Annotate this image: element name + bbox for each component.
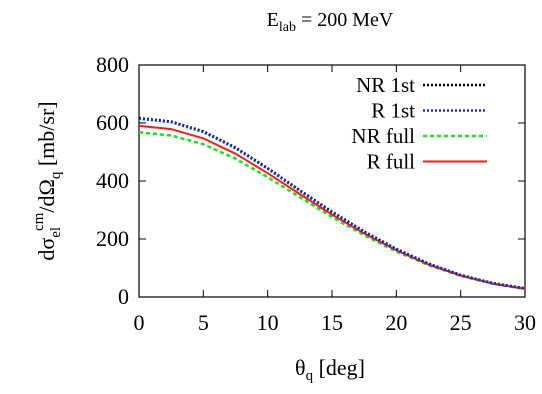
- y-tick-label: 400: [96, 168, 129, 193]
- x-tick-label: 10: [257, 310, 279, 335]
- chart-title: Elab = 200 MeV: [267, 9, 394, 35]
- x-tick-label: 30: [514, 310, 536, 335]
- x-tick-label: 20: [385, 310, 407, 335]
- series-line-r-full: [138, 124, 526, 290]
- y-tick-label: 600: [96, 110, 129, 135]
- legend-label: R 1st: [371, 99, 415, 123]
- legend-label: R full: [367, 150, 416, 174]
- y-axis-label: dσelcm/dΩq [mb/sr]: [31, 101, 64, 260]
- x-tick-label: 5: [198, 310, 209, 335]
- y-tick-labels: 0 200 400 600 800: [96, 52, 129, 309]
- x-axis-label: θq [deg]: [295, 355, 365, 384]
- x-tick-label: 0: [134, 310, 145, 335]
- legend-label: NR full: [351, 124, 415, 148]
- series-line-r-1st: [138, 117, 526, 290]
- series-line-nr-full: [138, 131, 526, 291]
- legend-label: NR 1st: [356, 73, 415, 97]
- x-tick-labels: 0 5 10 15 20 25 30: [134, 310, 537, 335]
- series-layer: [138, 116, 526, 291]
- x-tick-label: 15: [321, 310, 343, 335]
- y-tick-label: 0: [118, 284, 129, 309]
- plot-frame: [138, 64, 526, 298]
- axis-ticks: [138, 64, 526, 298]
- y-tick-label: 200: [96, 226, 129, 251]
- x-tick-label: 25: [450, 310, 472, 335]
- y-tick-label: 800: [96, 52, 129, 77]
